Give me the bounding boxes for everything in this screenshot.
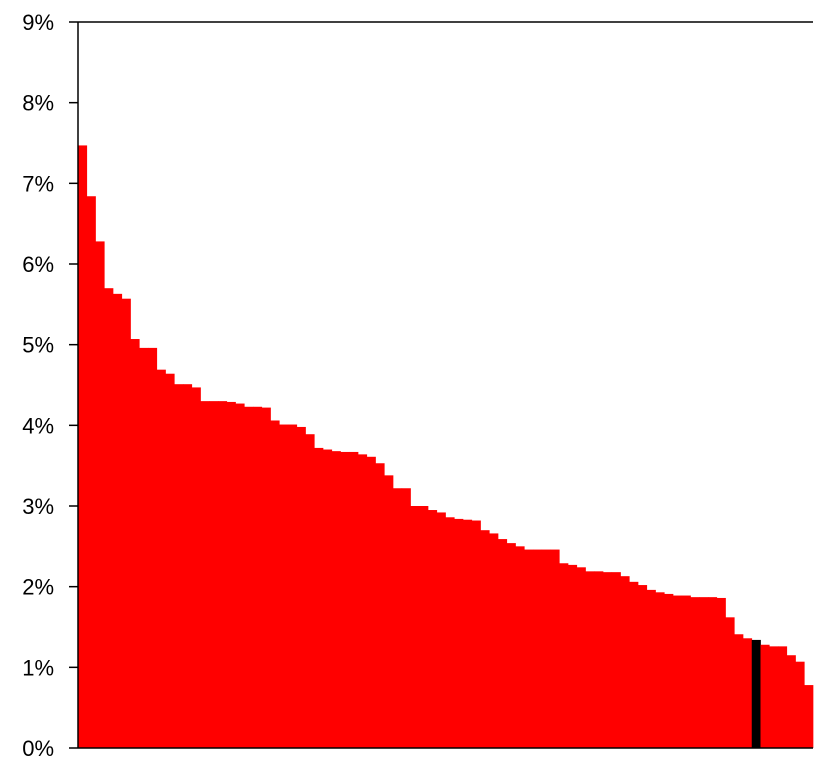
bar — [681, 595, 691, 748]
bar — [121, 298, 131, 748]
bar — [629, 581, 639, 748]
bar — [725, 617, 735, 748]
bar — [366, 456, 376, 748]
bar — [489, 533, 499, 748]
bar — [778, 646, 788, 748]
bar — [620, 576, 630, 748]
bar — [183, 384, 193, 748]
bar — [174, 384, 184, 748]
bar — [95, 241, 105, 748]
bar — [340, 451, 350, 748]
bar — [533, 549, 543, 748]
bar — [305, 434, 315, 748]
bar — [393, 488, 403, 748]
bar — [314, 447, 324, 748]
y-tick-label: 2% — [22, 575, 54, 600]
bar — [78, 145, 88, 749]
bar — [358, 454, 368, 748]
bar-highlighted — [751, 639, 761, 748]
bar — [86, 196, 96, 749]
bar — [603, 572, 613, 748]
bar — [760, 644, 770, 748]
bar — [594, 571, 604, 748]
bar — [708, 597, 718, 748]
bar — [480, 530, 490, 748]
bar — [463, 519, 473, 748]
bar — [515, 546, 525, 748]
bar — [734, 634, 744, 748]
bar — [209, 401, 219, 748]
bar — [130, 339, 140, 748]
bar — [646, 589, 656, 748]
bar — [296, 426, 306, 748]
bar — [270, 420, 280, 748]
bar — [568, 564, 578, 748]
bar — [454, 518, 464, 748]
bar — [638, 585, 648, 748]
bar — [191, 387, 201, 748]
bar — [655, 592, 665, 748]
bar — [401, 488, 411, 748]
bar — [743, 638, 753, 748]
bar — [664, 593, 674, 748]
bar — [611, 572, 621, 748]
bar — [769, 646, 779, 748]
bar — [690, 597, 700, 748]
y-tick-label: 5% — [22, 333, 54, 358]
bar — [498, 539, 508, 748]
bar — [559, 563, 569, 748]
bar — [436, 512, 446, 748]
bar — [384, 475, 394, 748]
bar — [445, 517, 455, 748]
bar — [288, 424, 298, 748]
bar — [375, 463, 385, 748]
bar — [113, 293, 123, 748]
bar — [244, 406, 254, 748]
y-tick-label: 9% — [22, 10, 54, 35]
bar — [471, 520, 481, 748]
bar — [156, 369, 166, 748]
bar — [349, 451, 359, 748]
bar-series — [78, 145, 814, 749]
bar — [253, 406, 263, 748]
bar — [410, 506, 420, 748]
bar — [585, 571, 595, 748]
bar — [786, 655, 796, 748]
bar — [218, 401, 228, 748]
bar — [200, 401, 210, 748]
bar — [235, 403, 245, 748]
bar — [226, 401, 236, 748]
axes — [77, 21, 813, 749]
bar — [699, 597, 709, 748]
bar — [524, 549, 534, 748]
bar — [804, 685, 814, 748]
bar — [279, 424, 289, 748]
y-tick-label: 1% — [22, 655, 54, 680]
bar — [323, 449, 333, 748]
bar — [550, 549, 560, 748]
bar — [139, 347, 149, 748]
y-tick-label: 6% — [22, 252, 54, 277]
bar — [716, 597, 726, 748]
bar — [506, 543, 516, 748]
bar — [104, 288, 114, 748]
y-tick-label: 3% — [22, 494, 54, 519]
y-axis-ticks: 0% 1% 2% 3% 4% 5% 6% 7% 8% 9% — [22, 10, 78, 759]
y-tick-label: 8% — [22, 91, 54, 116]
bar — [576, 567, 586, 748]
bar — [165, 373, 175, 748]
bar — [795, 661, 805, 748]
bar — [428, 510, 438, 748]
bar — [148, 347, 158, 748]
bar — [261, 407, 271, 748]
y-tick-label: 7% — [22, 171, 54, 196]
y-tick-label: 4% — [22, 413, 54, 438]
y-tick-label: 0% — [22, 736, 54, 759]
bar — [541, 549, 551, 748]
bar — [331, 451, 341, 748]
bar — [673, 595, 683, 748]
bar — [419, 506, 429, 748]
